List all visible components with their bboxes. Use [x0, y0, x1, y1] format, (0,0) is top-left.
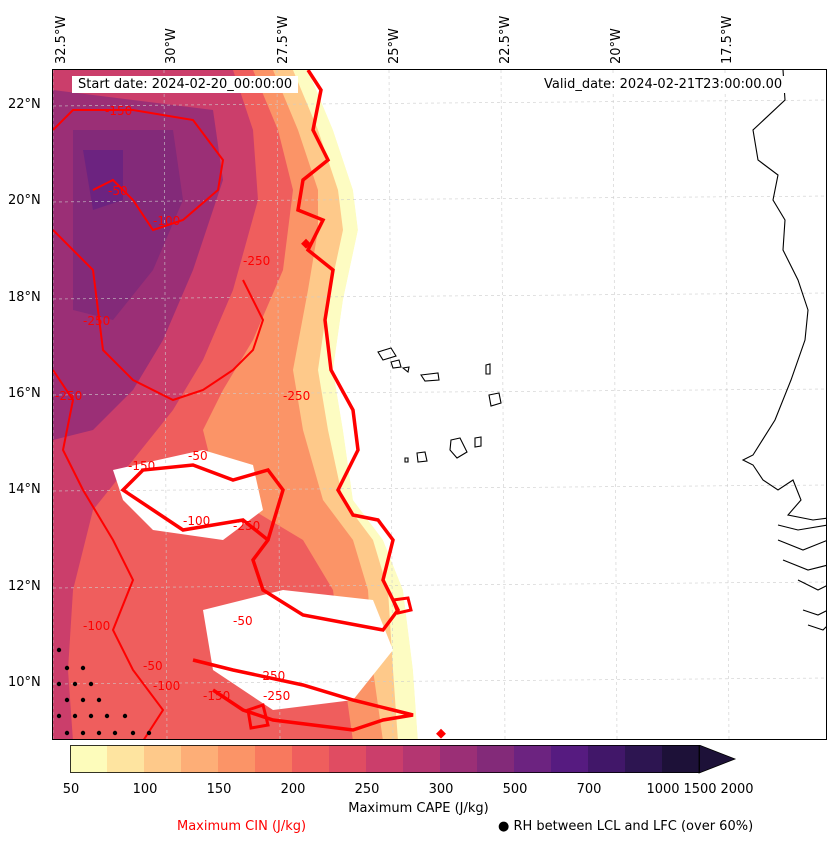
colorbar-segment: [144, 745, 182, 773]
colorbar-segment: [625, 745, 663, 773]
lat-label-18n: 18°N: [8, 290, 41, 305]
colorbar-segment: [514, 745, 552, 773]
cin-contours: [53, 70, 446, 739]
colorbar-tick: 300: [428, 782, 454, 797]
cin-label: -250: [243, 254, 270, 268]
colorbar-tick: 500: [502, 782, 528, 797]
lon-label-25w: 25°W: [387, 28, 402, 64]
lat-label-14n: 14°N: [8, 482, 41, 497]
lon-label-22-5w: 22.5°W: [498, 15, 513, 64]
cin-label: -250: [83, 314, 110, 328]
map-canvas: -150 -50 -100 -250 -250 -250 -250 -50 -1…: [53, 70, 826, 739]
cin-label: -100: [183, 514, 210, 528]
cin-label: -150: [203, 689, 230, 703]
colorbar-segment: [255, 745, 293, 773]
valid-date-label: Valid_date: 2024-02-21T23:00:00.00: [538, 76, 789, 93]
cin-label: -250: [258, 669, 285, 683]
colorbar-tick: 100: [132, 782, 158, 797]
lat-label-22n: 22°N: [8, 97, 41, 112]
lat-label-10n: 10°N: [8, 675, 41, 690]
cin-label: -50: [233, 614, 253, 628]
colorbar-segment: [588, 745, 626, 773]
colorbar-segment: [662, 745, 700, 773]
colorbar-tick: 1500: [683, 782, 717, 797]
colorbar-segment: [329, 745, 367, 773]
lon-label-32-5w: 32.5°W: [54, 15, 69, 64]
cin-legend: Maximum CIN (J/kg): [177, 819, 307, 834]
colorbar-tick: 1000: [646, 782, 680, 797]
lat-label-16n: 16°N: [8, 386, 41, 401]
cin-label: -250: [283, 389, 310, 403]
colorbar-segment: [181, 745, 219, 773]
colorbar-segment: [366, 745, 404, 773]
colorbar-segment: [477, 745, 515, 773]
colorbar-segment: [440, 745, 478, 773]
cin-label: -50: [188, 449, 208, 463]
colorbar-segment: [292, 745, 330, 773]
colorbar-tick: 2000: [720, 782, 754, 797]
lat-label-20n: 20°N: [8, 193, 41, 208]
low-cape-regions: [113, 70, 826, 739]
colorbar-label: Maximum CAPE (J/kg): [348, 801, 489, 816]
lon-label-30w: 30°W: [164, 28, 179, 64]
cin-label: -150: [128, 459, 155, 473]
cin-label: -150: [105, 104, 132, 118]
colorbar-tick: 50: [62, 782, 80, 797]
lon-label-17-5w: 17.5°W: [720, 15, 735, 64]
cin-label: -100: [153, 214, 180, 228]
cin-label: -250: [263, 689, 290, 703]
cin-labels: -150 -50 -100 -250 -250 -250 -250 -50 -1…: [55, 104, 310, 703]
cin-label: -250: [55, 389, 82, 403]
coastlines: [377, 70, 826, 631]
start-date-label: Start date: 2024-02-20_00:00:00: [72, 76, 299, 93]
lon-label-27-5w: 27.5°W: [276, 15, 291, 64]
colorbar-tick: 700: [576, 782, 602, 797]
gridlines: [53, 70, 826, 739]
colorbar-segment: [107, 745, 145, 773]
cin-label: -50: [108, 184, 128, 198]
colorbar-tick: 250: [354, 782, 380, 797]
colorbar-segment: [403, 745, 441, 773]
cin-label: -250: [233, 519, 260, 533]
colorbar-segment: [70, 745, 108, 773]
colorbar-tick: 150: [206, 782, 232, 797]
rh-legend: ● RH between LCL and LFC (over 60%): [498, 819, 754, 834]
cin-label: -100: [83, 619, 110, 633]
colorbar-frame: [70, 745, 700, 773]
map-panel[interactable]: -150 -50 -100 -250 -250 -250 -250 -50 -1…: [52, 69, 827, 740]
cin-label: -50: [143, 659, 163, 673]
colorbar-segment: [218, 745, 256, 773]
lat-label-12n: 12°N: [8, 579, 41, 594]
rh-dots: [56, 647, 152, 736]
cape-colorbar: [70, 745, 737, 774]
colorbar-tick: 200: [280, 782, 306, 797]
colorbar-extend-arrow: [698, 745, 737, 774]
colorbar-segment: [551, 745, 589, 773]
cin-label: -100: [153, 679, 180, 693]
lon-label-20w: 20°W: [609, 28, 624, 64]
